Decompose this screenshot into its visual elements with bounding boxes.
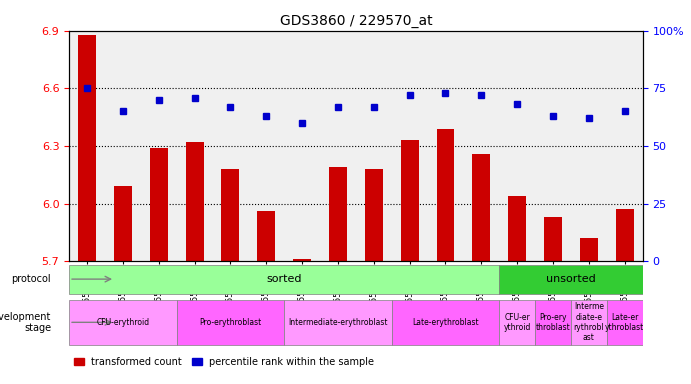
Bar xyxy=(221,169,239,261)
Text: Pro-erythroblast: Pro-erythroblast xyxy=(199,318,261,327)
FancyBboxPatch shape xyxy=(499,300,535,345)
Text: CFU-erythroid: CFU-erythroid xyxy=(96,318,149,327)
Bar xyxy=(365,169,383,261)
Text: protocol: protocol xyxy=(12,274,51,284)
Text: Interme
diate-e
rythrobl
ast: Interme diate-e rythrobl ast xyxy=(574,302,604,343)
Bar xyxy=(257,211,275,261)
FancyBboxPatch shape xyxy=(69,300,177,345)
Bar xyxy=(186,142,204,261)
FancyBboxPatch shape xyxy=(571,300,607,345)
FancyBboxPatch shape xyxy=(499,265,643,293)
FancyBboxPatch shape xyxy=(177,300,284,345)
FancyBboxPatch shape xyxy=(607,300,643,345)
Text: unsorted: unsorted xyxy=(546,274,596,284)
Bar xyxy=(580,238,598,261)
Text: Intermediate-erythroblast: Intermediate-erythroblast xyxy=(288,318,388,327)
Legend: transformed count, percentile rank within the sample: transformed count, percentile rank withi… xyxy=(74,357,375,367)
Text: development stage: development stage xyxy=(0,311,51,333)
Bar xyxy=(437,129,455,261)
Text: Pro-ery
throblast: Pro-ery throblast xyxy=(536,313,570,332)
FancyBboxPatch shape xyxy=(392,300,499,345)
Text: Late-erythroblast: Late-erythroblast xyxy=(412,318,479,327)
Text: CFU-er
ythroid: CFU-er ythroid xyxy=(504,313,531,332)
Text: Late-er
ythroblast: Late-er ythroblast xyxy=(605,313,644,332)
FancyBboxPatch shape xyxy=(535,300,571,345)
Bar xyxy=(329,167,347,261)
Bar xyxy=(114,186,132,261)
Title: GDS3860 / 229570_at: GDS3860 / 229570_at xyxy=(280,14,432,28)
Bar xyxy=(544,217,562,261)
Bar xyxy=(78,35,96,261)
Bar xyxy=(401,140,419,261)
Bar xyxy=(293,259,311,261)
FancyBboxPatch shape xyxy=(284,300,392,345)
Text: sorted: sorted xyxy=(267,274,302,284)
Bar xyxy=(616,209,634,261)
Bar xyxy=(508,196,526,261)
FancyBboxPatch shape xyxy=(69,265,499,293)
Bar xyxy=(473,154,491,261)
Bar xyxy=(150,148,168,261)
